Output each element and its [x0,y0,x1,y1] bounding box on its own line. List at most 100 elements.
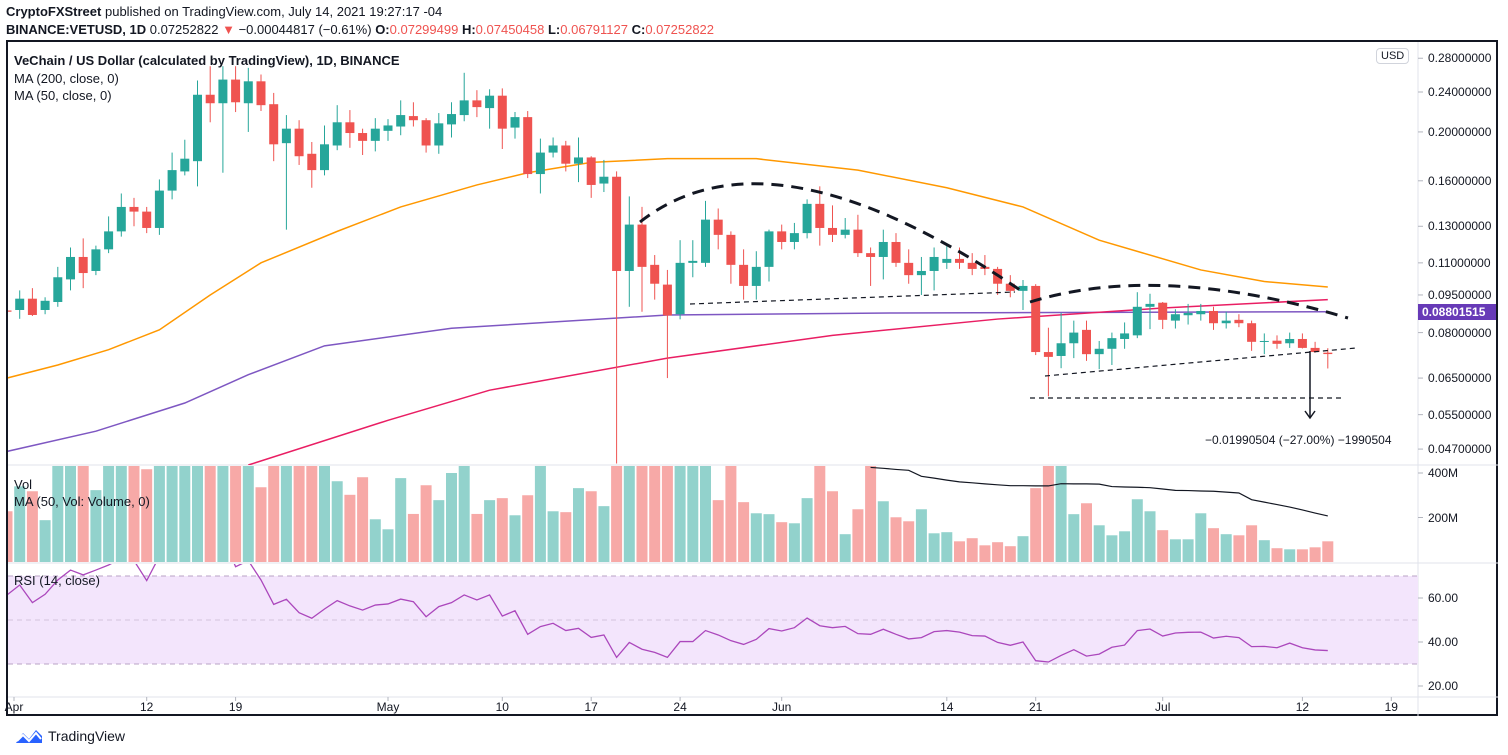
volume-bar[interactable] [77,462,89,562]
volume-bar[interactable] [471,513,483,562]
candle[interactable] [1082,329,1091,355]
candle[interactable] [1107,338,1117,349]
candle[interactable] [1323,352,1333,355]
volume-bar[interactable] [2,511,13,562]
candle[interactable] [3,310,12,312]
candle[interactable] [1297,338,1307,348]
legend-ma200[interactable]: MA (200, close, 0) [14,71,119,86]
volume-bar[interactable] [509,515,521,562]
candle[interactable] [650,264,660,284]
volume-bar[interactable] [547,511,559,562]
candle[interactable] [345,122,355,134]
volume-bar[interactable] [1220,534,1232,562]
chart-title[interactable]: VeChain / US Dollar (calculated by Tradi… [14,53,400,68]
candle[interactable] [434,123,444,146]
volume-bar[interactable] [14,486,26,562]
volume-bar[interactable] [217,451,229,562]
volume-bar[interactable] [293,462,305,562]
volume-bar[interactable] [420,485,432,562]
candle[interactable] [1310,347,1320,353]
volume-bar[interactable] [522,495,534,562]
candle[interactable] [1272,340,1282,344]
volume-bar[interactable] [1068,514,1080,562]
volume-bar[interactable] [115,462,127,562]
rounding-top-arc[interactable] [1029,283,1349,320]
volume-bar[interactable] [827,491,838,562]
candle[interactable] [675,262,685,315]
volume-bar[interactable] [763,514,775,562]
candle[interactable] [561,145,571,164]
volume-bar[interactable] [636,451,648,562]
candle[interactable] [370,128,380,141]
candle[interactable] [726,234,736,265]
volume-bar[interactable] [738,502,750,562]
volume-bar[interactable] [661,462,673,562]
candle[interactable] [129,206,139,212]
volume-bar[interactable] [712,500,724,562]
volume-bar[interactable] [1169,539,1181,562]
candle[interactable] [294,128,304,157]
candle[interactable] [840,229,850,235]
volume-bar[interactable] [1233,535,1245,562]
volume-bar[interactable] [687,462,699,562]
candle[interactable] [180,158,190,172]
candle[interactable] [967,262,977,269]
volume-bar[interactable] [1271,548,1283,562]
volume-bar[interactable] [128,462,140,562]
volume-bar[interactable] [204,429,216,563]
candle[interactable] [472,100,482,108]
candle[interactable] [599,176,609,184]
candle[interactable] [231,79,241,103]
volume-bar[interactable] [1131,499,1143,562]
candle[interactable] [1132,306,1142,336]
volume-bar[interactable] [865,462,877,562]
volume-bar[interactable] [433,500,445,562]
volume-bar[interactable] [941,532,953,562]
volume-bar[interactable] [1119,531,1131,562]
candle[interactable] [1043,352,1053,357]
tradingview-logo[interactable]: TradingView [14,728,125,744]
candle[interactable] [866,253,876,257]
candle[interactable] [91,249,101,271]
candle[interactable] [485,95,495,109]
volume-bar[interactable] [1144,511,1156,562]
candle[interactable] [955,258,964,263]
volume-bar[interactable] [1157,530,1169,562]
candle[interactable] [40,300,50,310]
volume-bar[interactable] [1296,549,1308,562]
volume-bar[interactable] [700,462,711,562]
neckline[interactable] [689,291,1016,305]
candle[interactable] [586,157,596,185]
candle[interactable] [777,231,787,242]
candle[interactable] [751,266,761,286]
candle[interactable] [1094,348,1104,355]
candle[interactable] [713,219,723,235]
volume-bar[interactable] [1182,539,1194,562]
volume-bar[interactable] [585,491,597,562]
volume-bar[interactable] [268,451,280,562]
candle[interactable] [116,206,126,232]
volume-bar[interactable] [496,498,508,562]
volume-bar[interactable] [382,529,394,562]
volume-bar[interactable] [852,509,864,562]
volume-bar[interactable] [306,462,318,562]
volume-bar[interactable] [1042,462,1054,562]
candle[interactable] [1183,312,1193,316]
candle[interactable] [383,125,393,131]
volume-bar[interactable] [1004,546,1016,562]
candle[interactable] [535,152,545,175]
volume-bar[interactable] [1322,541,1334,562]
candle[interactable] [548,145,558,153]
volume-bar[interactable] [26,491,38,562]
volume-bar[interactable] [153,462,165,562]
candle[interactable] [739,264,749,286]
volume-bar[interactable] [890,517,902,562]
volume-bar[interactable] [52,462,64,562]
volume-bar[interactable] [877,501,889,562]
candle[interactable] [1170,314,1180,321]
candle[interactable] [624,224,634,271]
candle[interactable] [523,117,533,175]
candle[interactable] [459,100,469,116]
volume-bar[interactable] [407,513,419,562]
volume-bar[interactable] [65,462,76,562]
